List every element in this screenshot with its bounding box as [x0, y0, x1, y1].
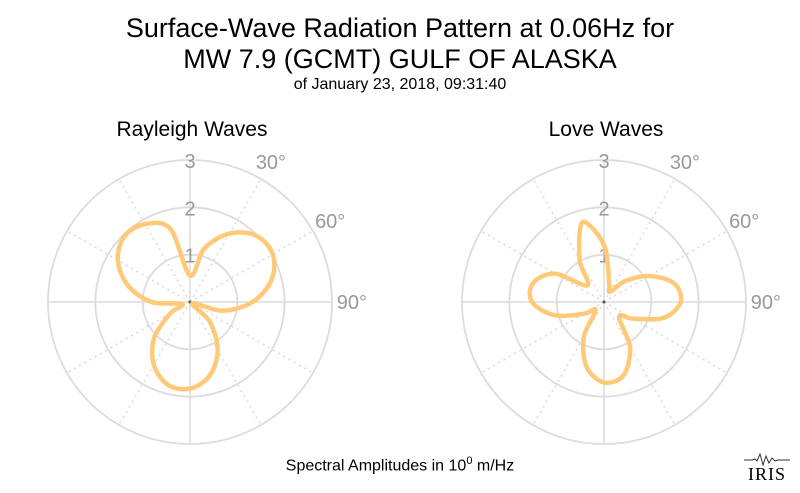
- rayleigh-ring-1: [141, 253, 239, 351]
- rayleigh-ring-2: [94, 206, 286, 398]
- love-spoke-120: [603, 301, 728, 374]
- rayleigh-spoke-120: [189, 301, 314, 374]
- amplitude-units-note: Spectral Amplitudes in 100 m/Hz: [0, 455, 800, 475]
- love-panel-title: Love Waves: [548, 118, 664, 141]
- love-spoke-330: [532, 178, 605, 303]
- rayleigh-radial-tick-3: 3: [184, 151, 195, 173]
- rayleigh-panel-title: Rayleigh Waves: [116, 118, 268, 141]
- love-angle-tick-90: 90°: [751, 292, 781, 314]
- rayleigh-spoke-330: [118, 178, 191, 303]
- rayleigh-angle-tick-60: 60°: [315, 211, 345, 233]
- love-ring-2: [508, 206, 700, 398]
- love-angle-tick-60: 60°: [729, 211, 759, 233]
- chart-title-line-1: Surface-Wave Radiation Pattern at 0.06Hz…: [125, 13, 675, 43]
- rayleigh-spoke-30: [189, 178, 262, 303]
- logo-text: IRIS: [747, 464, 786, 484]
- units-prefix: Spectral Amplitudes in 10: [285, 457, 467, 475]
- rayleigh-angle-tick-90: 90°: [337, 292, 367, 314]
- units-exponent: 0: [466, 455, 473, 467]
- rayleigh-radiation-pattern-line: [115, 220, 277, 392]
- chart-title-line-2: MW 7.9 (GCMT) GULF OF ALASKA: [183, 44, 617, 74]
- rayleigh-spoke-300: [66, 230, 191, 303]
- love-radial-tick-2: 2: [598, 198, 609, 220]
- love-spoke-30: [603, 178, 676, 303]
- love-radial-tick-3: 3: [598, 151, 609, 173]
- love-spoke-300: [480, 230, 605, 303]
- love-spoke-60: [603, 230, 728, 303]
- rayleigh-spoke-150: [189, 301, 262, 426]
- rayleigh-radial-tick-1: 1: [184, 246, 195, 268]
- love-angle-tick-30: 30°: [670, 152, 700, 174]
- iris-logo: IRIS: [742, 452, 792, 484]
- rayleigh-radial-tick-2: 2: [184, 198, 195, 220]
- chart-subtitle: of January 23, 2018, 09:31:40: [293, 76, 507, 93]
- love-radiation-pattern-line: [527, 219, 684, 386]
- units-label: m/Hz: [476, 457, 515, 475]
- seismogram-icon: [744, 452, 790, 466]
- rayleigh-angle-tick-30: 30°: [256, 152, 286, 174]
- love-ring-3: [461, 159, 747, 445]
- love-center-dot: [602, 300, 606, 304]
- rayleigh-ring-3: [47, 159, 333, 445]
- love-ring-1: [555, 253, 653, 351]
- love-radial-tick-1: 1: [598, 246, 609, 268]
